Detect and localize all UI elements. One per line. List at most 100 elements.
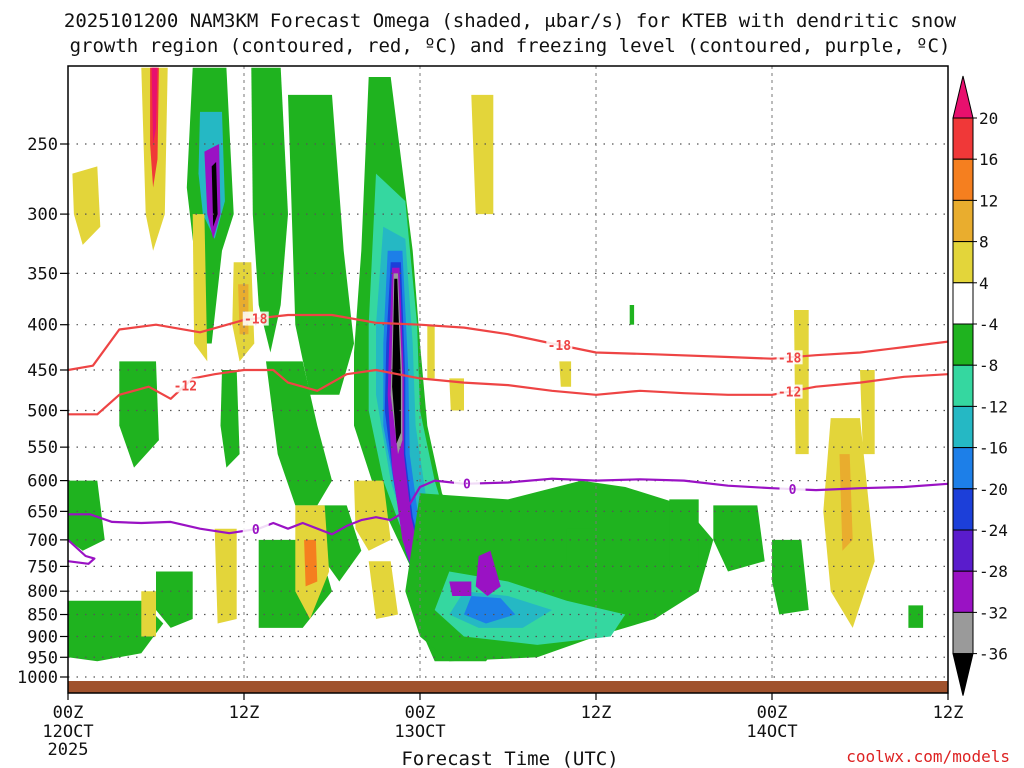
freezing-level-label-bg [242, 522, 269, 537]
freezing-level-contour [68, 539, 96, 565]
x-tick-label: 12Z [581, 703, 612, 723]
x-tick-label: 00Z [757, 703, 788, 723]
colorbar-label: 8 [979, 233, 989, 252]
dgz-label-bg [776, 350, 803, 365]
plot-frame [67, 65, 949, 694]
ground-terrain [68, 681, 948, 693]
shade-yellow [141, 591, 156, 637]
colorbar-swatch [952, 611, 974, 655]
shade-blue [464, 596, 516, 624]
dgz-label: -12 [174, 379, 197, 394]
shade-yellow [559, 361, 572, 387]
freezing-level-label: 0 [252, 523, 260, 538]
colorbar-swatch [952, 529, 974, 572]
shade-green [772, 539, 809, 615]
colorbar-label: 16 [979, 150, 998, 169]
dgz-label: -18 [778, 351, 802, 366]
shade-green [251, 67, 288, 353]
colorbar-label: -4 [979, 315, 998, 334]
y-tick-label: 250 [27, 135, 58, 155]
dgz-contour [68, 368, 948, 416]
shade-purple [475, 550, 501, 596]
colorbar-swatch [952, 323, 974, 366]
y-tick-label: 1000 [17, 668, 58, 688]
colorbar-label: 4 [979, 274, 989, 293]
colorbar-label: -12 [979, 397, 1008, 416]
x-axis-label: Forecast Time (UTC) [401, 748, 618, 768]
colorbar-label: 20 [979, 109, 998, 128]
shade-green [156, 571, 193, 628]
chart-title-line1: 2025101200 NAM3KM Forecast Omega (shaded… [64, 10, 957, 32]
x-tick-label: 00Z [53, 703, 84, 723]
colorbar-label: -32 [979, 603, 1008, 622]
y-tick-label: 750 [27, 557, 58, 577]
colorbar-swatch [952, 364, 974, 407]
dgz-label-bg [546, 337, 573, 352]
dgz-label: -18 [548, 339, 572, 354]
colorbar-swatch [952, 570, 974, 613]
y-tick-label: 450 [27, 361, 58, 381]
colorbar-swatch [952, 75, 974, 119]
freezing-level-label-bg [779, 482, 806, 497]
shade-green [68, 600, 164, 662]
shade-green [266, 361, 332, 506]
credit-text: coolwx.com/models [846, 747, 1010, 766]
y-axis: 2503003504004505005506006507007508008509… [17, 135, 68, 688]
x-tick-date: 12OCT [42, 722, 93, 742]
colorbar-swatch [952, 158, 974, 201]
shade-green [669, 499, 699, 572]
contours: -18 -18 -18 -12 -12 0 0 0 [68, 311, 948, 565]
colorbar-label: -36 [979, 645, 1008, 664]
colorbar: 20 16 12 8 4 -4 -8 -12 -16 -20 -24 -28 -32 -36 [952, 75, 1008, 696]
dgz-label-bg [242, 311, 269, 326]
colorbar-swatch [952, 405, 974, 449]
y-tick-label: 850 [27, 606, 58, 626]
shade-green [288, 94, 354, 395]
colorbar-swatch [952, 488, 974, 531]
colorbar-swatch [952, 447, 974, 490]
x-tick-date: 13OCT [394, 722, 445, 742]
x-tick-date: 14OCT [746, 722, 797, 742]
colorbar-label: -28 [979, 562, 1008, 581]
shade-yellow [354, 480, 391, 551]
freezing-level-label: 0 [789, 483, 797, 498]
y-tick-label: 700 [27, 531, 58, 551]
shade-black [392, 278, 401, 444]
colorbar-label: -24 [979, 521, 1008, 540]
dgz-label: -18 [244, 313, 268, 328]
chart-title-line2: growth region (contoured, red, ºC) and f… [70, 35, 951, 57]
shade-orange [304, 539, 318, 587]
colorbar-label: -8 [979, 356, 998, 375]
y-tick-label: 300 [27, 205, 58, 225]
y-tick-label: 550 [27, 438, 58, 458]
y-tick-label: 900 [27, 627, 58, 647]
colorbar-swatch [952, 199, 974, 243]
x-tick-label: 12Z [933, 703, 964, 723]
colorbar-label: -16 [979, 439, 1008, 458]
freezing-level-contour [68, 477, 948, 536]
shade-pink [151, 67, 158, 144]
y-tick-label: 600 [27, 472, 58, 492]
shade-black [211, 162, 218, 227]
colorbar-swatch [952, 653, 974, 696]
y-tick-label: 400 [27, 316, 58, 336]
shade-yellow [449, 378, 464, 411]
colorbar-swatch [952, 241, 974, 284]
shade-yellow [72, 166, 101, 245]
shade-gold [839, 454, 853, 551]
y-tick-label: 650 [27, 502, 58, 522]
shade-green [629, 305, 635, 325]
shade-green [713, 505, 765, 572]
x-tick-label: 00Z [405, 703, 436, 723]
x-tick-year: 2025 [48, 740, 89, 760]
shade-yellow [368, 561, 398, 619]
y-tick-label: 500 [27, 402, 58, 422]
shade-yellow [860, 370, 875, 455]
shade-green [566, 528, 596, 572]
shade-green [68, 480, 105, 551]
shade-yellow [471, 94, 494, 215]
colorbar-label: 12 [979, 191, 998, 210]
shade-yellow [794, 310, 809, 455]
